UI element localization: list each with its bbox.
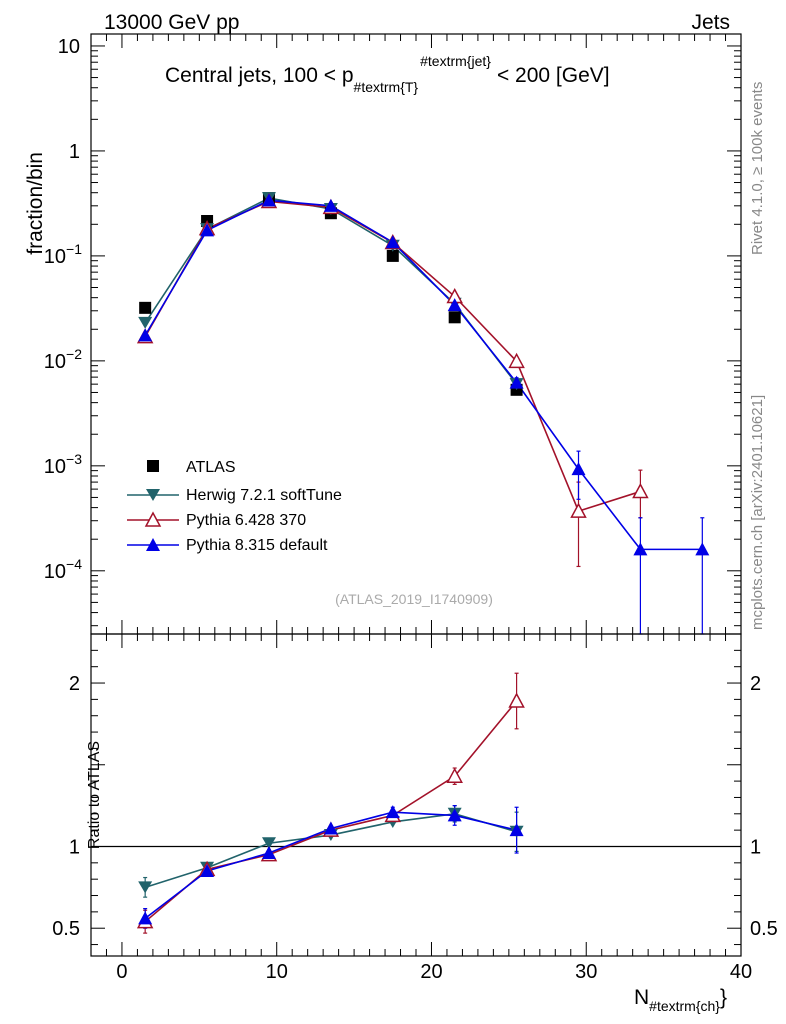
pythia8-ratio-point bbox=[447, 808, 462, 822]
legend-marker-pythia8 bbox=[146, 538, 160, 551]
title-prefix: Central jets, 100 < p bbox=[165, 64, 354, 87]
x-label-sub: #textrm{ch} bbox=[649, 998, 720, 1014]
ratio-axis-ticks bbox=[90, 634, 742, 956]
main-title: Central jets, 100 < p#textrm{T}#textrm{j… bbox=[165, 53, 610, 95]
rivet-label: Rivet 4.1.0, ≥ 100k events bbox=[749, 82, 766, 255]
x-tick-labels: 0 10 20 30 40 bbox=[116, 961, 752, 983]
mcplots-label: mcplots.cern.ch [arXiv:2401.10621] bbox=[749, 395, 766, 630]
legend-marker-atlas bbox=[147, 460, 159, 472]
ratio-y-tick-label-left: 1 bbox=[69, 836, 80, 858]
header-left: 13000 GeV pp bbox=[104, 11, 239, 34]
pythia8-point bbox=[509, 375, 524, 389]
herwig-series-line bbox=[144, 197, 518, 385]
pythia8-point bbox=[695, 542, 710, 556]
legend-entry-pythia8: Pythia 8.315 default bbox=[127, 537, 328, 554]
herwig-ratio-point bbox=[261, 837, 276, 850]
ratio-y-tick-label-right: 1 bbox=[750, 836, 761, 858]
pythia6-ratio-point bbox=[446, 767, 463, 783]
legend-label-pythia8: Pythia 8.315 default bbox=[186, 537, 328, 554]
pythia8-series-line bbox=[144, 199, 703, 551]
pythia8-point bbox=[200, 223, 215, 237]
header-right: Jets bbox=[691, 11, 730, 34]
ratio-y-tick-label-right: 2 bbox=[750, 673, 761, 695]
pythia6-ratio-line bbox=[144, 700, 518, 923]
main-y-axis-label: fraction/bin bbox=[24, 152, 47, 255]
x-axis-label: N#textrm{ch}} bbox=[634, 986, 727, 1014]
ratio-y-axis-label: Ratio to ATLAS bbox=[86, 741, 103, 849]
main-y-tick-labels: 10 1 10−1 10−2 10−3 10−4 bbox=[44, 36, 82, 583]
pythia8-point bbox=[138, 328, 153, 342]
pythia8-ratio-point bbox=[385, 805, 400, 819]
title-suffix: < 200 [GeV] bbox=[497, 64, 610, 87]
herwig-ratio-point bbox=[138, 881, 153, 894]
ratio-y-tick-label-left: 2 bbox=[69, 673, 80, 695]
legend-marker-pythia6 bbox=[144, 511, 162, 527]
pythia8-point bbox=[385, 235, 400, 249]
pythia6-ratio-point bbox=[508, 692, 525, 708]
pythia8-point bbox=[633, 542, 648, 556]
pythia8-point bbox=[323, 198, 338, 212]
ratio-y-tick-label-left: 0.5 bbox=[52, 918, 80, 940]
main-y-tick-label: 10−4 bbox=[44, 556, 82, 583]
x-tick-label: 30 bbox=[575, 961, 597, 983]
pythia6-point bbox=[570, 502, 587, 518]
pythia8-ratio-point bbox=[509, 823, 524, 837]
main-y-tick-label: 10−1 bbox=[44, 241, 82, 268]
x-tick-label: 20 bbox=[420, 961, 442, 983]
herwig-point bbox=[138, 316, 153, 329]
title-sub: #textrm{T} bbox=[354, 79, 419, 95]
x-label-main: N bbox=[634, 986, 649, 1009]
ratio-data-layer bbox=[136, 672, 525, 934]
atlas-point bbox=[386, 249, 399, 262]
main-y-tick-label: 1 bbox=[69, 141, 80, 163]
x-tick-label: 10 bbox=[266, 961, 288, 983]
pythia8-point bbox=[447, 298, 462, 312]
main-y-tick-label: 10−2 bbox=[44, 346, 82, 373]
atlas-point bbox=[448, 311, 461, 324]
pythia8-ratio-point bbox=[323, 821, 338, 835]
main-axis-ticks bbox=[90, 34, 742, 634]
legend-entry-atlas: ATLAS bbox=[147, 459, 236, 476]
pythia8-point bbox=[571, 462, 586, 476]
pythia6-point bbox=[632, 482, 649, 499]
legend-label-pythia6: Pythia 6.428 370 bbox=[186, 512, 306, 529]
main-y-tick-label: 10 bbox=[58, 36, 80, 58]
main-y-tick-label: 10−3 bbox=[44, 451, 82, 478]
pythia8-ratio-point bbox=[261, 846, 276, 860]
ratio-plot-frame bbox=[90, 633, 742, 957]
legend-entry-pythia6: Pythia 6.428 370 bbox=[127, 511, 306, 529]
pythia6-point bbox=[508, 352, 525, 369]
pythia8-ratio-point bbox=[200, 864, 215, 878]
atlas-point bbox=[139, 301, 152, 314]
main-data-layer bbox=[136, 192, 710, 635]
x-tick-label: 40 bbox=[730, 961, 752, 983]
ratio-y-tick-labels: 2 2 1 1 0.5 0.5 bbox=[52, 673, 778, 940]
legend-label-atlas: ATLAS bbox=[186, 459, 236, 476]
pythia8-ratio-point bbox=[138, 911, 153, 925]
analysis-watermark: (ATLAS_2019_I1740909) bbox=[335, 591, 493, 607]
legend: ATLAS Herwig 7.2.1 softTune Pythia 6.428… bbox=[127, 459, 342, 554]
title-sup: #textrm{jet} bbox=[420, 53, 491, 69]
x-tick-label: 0 bbox=[116, 961, 127, 983]
legend-marker-herwig bbox=[146, 489, 160, 501]
pythia8-point bbox=[261, 193, 276, 207]
legend-entry-herwig: Herwig 7.2.1 softTune bbox=[127, 487, 342, 504]
ratio-y-tick-label-right: 0.5 bbox=[750, 918, 778, 940]
legend-label-herwig: Herwig 7.2.1 softTune bbox=[186, 487, 342, 504]
